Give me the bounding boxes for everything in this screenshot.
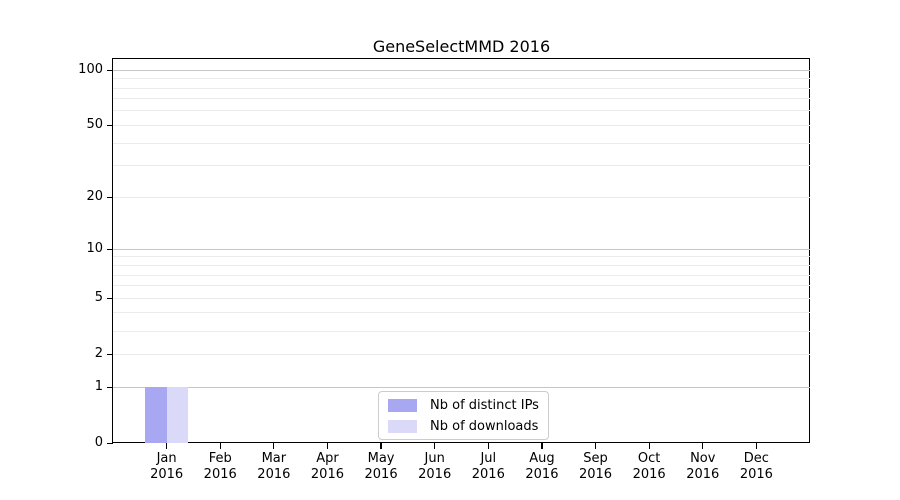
gridline-minor: [113, 98, 810, 100]
y-tick-label: 1: [94, 379, 103, 394]
x-tick-mark: [166, 443, 168, 449]
y-tick-label: 5: [94, 290, 103, 306]
chart-title: GeneSelectMMD 2016: [372, 37, 551, 56]
legend-label: Nb of distinct IPs: [430, 397, 539, 413]
gridline-minor: [113, 78, 810, 80]
legend-row: Nb of distinct IPs: [388, 396, 539, 414]
y-tick-mark: [107, 248, 113, 250]
legend-swatch-nb-of-distinct-ips: [388, 398, 417, 412]
x-tick-label: Jun 2016: [418, 451, 452, 482]
x-tick-mark: [434, 443, 436, 449]
gridline-major: [113, 248, 810, 250]
x-tick-label: Jul 2016: [471, 451, 505, 482]
bar-nb-of-distinct-ips-jan: [145, 387, 167, 443]
y-tick-label: 2: [94, 346, 103, 362]
legend: Nb of distinct IPs Nb of downloads: [378, 391, 549, 440]
gridline-minor: [113, 142, 810, 144]
x-tick-label: Mar 2016: [257, 451, 291, 482]
plot-area: [112, 58, 810, 443]
gridline-minor: [113, 165, 810, 167]
x-tick-mark: [755, 443, 757, 449]
x-tick-label: Dec 2016: [739, 451, 773, 482]
gridline-minor: [113, 274, 810, 276]
x-tick-mark: [219, 443, 221, 449]
legend-swatch-nb-of-downloads: [388, 419, 417, 433]
x-tick-mark: [326, 443, 329, 449]
bar-nb-of-downloads-jan: [166, 387, 189, 443]
y-tick-mark: [107, 353, 113, 355]
x-tick-label: Aug 2016: [525, 451, 559, 482]
y-tick-mark: [107, 196, 113, 198]
y-tick-mark: [107, 297, 113, 299]
y-tick-label: 20: [86, 189, 103, 205]
legend-label: Nb of downloads: [430, 418, 539, 434]
gridline-major: [113, 386, 810, 388]
y-tick-label: 100: [78, 62, 103, 78]
y-tick-mark: [107, 442, 113, 444]
x-tick-mark: [702, 443, 704, 449]
gridline-minor: [113, 256, 810, 258]
y-tick-mark: [107, 124, 113, 127]
y-tick-label: 0: [94, 435, 103, 450]
gridline-major: [113, 69, 810, 71]
gridline-minor: [113, 196, 810, 198]
x-tick-label: May 2016: [364, 451, 398, 482]
gridline-minor: [113, 265, 810, 266]
x-tick-label: Apr 2016: [310, 451, 344, 482]
gridline-minor: [113, 110, 810, 112]
y-tick-label: 50: [86, 117, 103, 133]
y-tick-label: 10: [86, 241, 103, 257]
gridline-minor: [113, 330, 810, 332]
x-tick-mark: [541, 443, 543, 449]
gridline-minor: [113, 285, 810, 287]
gridline-minor: [113, 124, 810, 126]
x-tick-mark: [648, 443, 650, 449]
x-tick-label: Jan 2016: [150, 451, 184, 482]
x-tick-mark: [273, 443, 275, 449]
x-tick-mark: [380, 443, 382, 449]
legend-row: Nb of downloads: [388, 417, 539, 435]
y-tick-mark: [107, 386, 113, 388]
gridline-minor: [113, 353, 810, 355]
x-tick-label: Nov 2016: [686, 451, 720, 482]
gridline-minor: [113, 312, 810, 314]
x-tick-mark: [487, 443, 489, 449]
y-tick-mark: [107, 69, 113, 71]
gridline-minor: [113, 297, 810, 299]
x-tick-label: Feb 2016: [203, 451, 237, 482]
x-tick-label: Sep 2016: [578, 451, 613, 482]
x-tick-label: Oct 2016: [632, 451, 666, 482]
gridline-minor: [113, 87, 810, 89]
x-tick-mark: [594, 443, 597, 449]
